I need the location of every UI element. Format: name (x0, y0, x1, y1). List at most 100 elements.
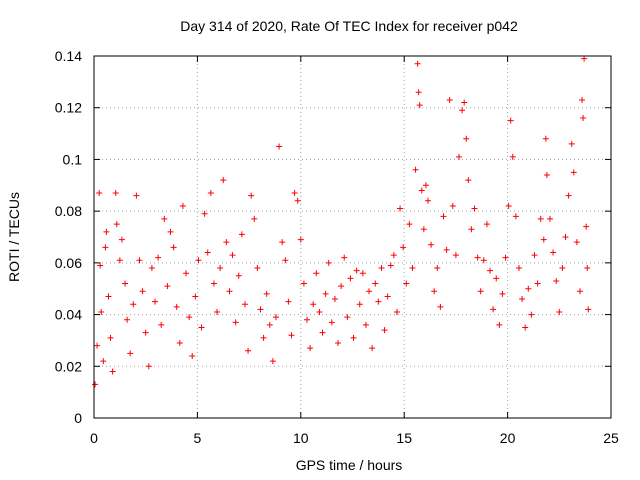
data-point (573, 239, 580, 246)
data-point (122, 280, 129, 287)
y-tick-label: 0 (74, 410, 82, 426)
data-point (369, 345, 376, 352)
data-point (316, 308, 323, 315)
data-point (568, 140, 575, 147)
data-point (381, 327, 388, 334)
data-point (103, 228, 110, 235)
data-point (403, 280, 410, 287)
x-tick-label: 0 (90, 430, 98, 446)
data-point (375, 298, 382, 305)
data-point (97, 262, 104, 269)
data-point (100, 358, 107, 365)
data-point (353, 267, 360, 274)
data-point (356, 301, 363, 308)
data-point (449, 202, 456, 209)
data-point (400, 244, 407, 251)
data-point (459, 107, 466, 114)
x-tick-label: 25 (603, 430, 619, 446)
data-point (148, 265, 155, 272)
data-point (522, 324, 529, 331)
data-point (192, 293, 199, 300)
data-point (189, 352, 196, 359)
data-point (525, 285, 532, 292)
data-point (397, 205, 404, 212)
data-point (155, 254, 162, 261)
data-point (235, 272, 242, 279)
data-point (393, 308, 400, 315)
data-point (390, 252, 397, 259)
data-point (338, 283, 345, 290)
data-point (562, 234, 569, 240)
data-point (509, 153, 516, 160)
data-point (418, 187, 425, 194)
data-point (437, 303, 444, 310)
data-point (272, 314, 279, 321)
y-tick-label: 0.08 (55, 203, 82, 219)
y-tick-label: 0.12 (55, 100, 82, 116)
data-point (456, 153, 463, 160)
data-point (487, 267, 494, 274)
data-point (515, 265, 522, 272)
data-point (534, 280, 541, 287)
data-point (102, 244, 109, 251)
data-point (195, 257, 202, 264)
data-point (384, 293, 391, 300)
data-point (124, 316, 131, 323)
data-point (238, 231, 245, 238)
data-point (260, 334, 267, 341)
data-point (559, 265, 566, 272)
x-tick-label: 10 (293, 430, 309, 446)
grid-lines (94, 56, 611, 418)
data-point (512, 213, 519, 220)
data-point (414, 60, 421, 67)
plot-frame (93, 55, 612, 419)
data-point (297, 236, 304, 243)
data-point (477, 288, 484, 295)
data-point (579, 96, 586, 103)
data-point (251, 215, 258, 222)
data-point (424, 197, 431, 204)
data-point (310, 301, 317, 308)
data-point (540, 236, 547, 243)
data-point (372, 280, 379, 287)
data-point (331, 296, 338, 303)
data-point (170, 244, 177, 251)
data-point (565, 192, 572, 199)
data-point (139, 288, 146, 295)
data-point (164, 283, 171, 290)
data-point (220, 177, 227, 184)
data-point (480, 257, 487, 264)
data-point (98, 308, 105, 315)
data-point (319, 329, 326, 336)
data-point (245, 347, 252, 354)
data-point (359, 270, 366, 277)
data-point (553, 277, 560, 284)
data-point (248, 192, 255, 199)
data-point (201, 210, 208, 217)
data-point (341, 254, 348, 261)
data-point (279, 239, 286, 246)
data-point (543, 171, 550, 178)
data-point (463, 135, 470, 142)
data-point (465, 177, 472, 184)
data-point (109, 368, 116, 375)
data-point (406, 221, 413, 228)
x-tick-label: 5 (194, 430, 202, 446)
data-point (420, 226, 427, 233)
data-point (304, 316, 311, 323)
data-point (210, 280, 217, 287)
data-point (161, 215, 168, 222)
data-point (499, 290, 506, 297)
data-point (176, 340, 183, 347)
data-point (276, 143, 283, 150)
data-point (519, 296, 526, 303)
data-point (226, 288, 233, 295)
data-point (461, 99, 468, 106)
data-point (307, 345, 314, 352)
data-point (531, 252, 538, 259)
data-point (378, 265, 385, 272)
data-point (158, 321, 165, 328)
data-point (217, 265, 224, 272)
data-point (263, 290, 270, 297)
data-point (581, 55, 588, 62)
